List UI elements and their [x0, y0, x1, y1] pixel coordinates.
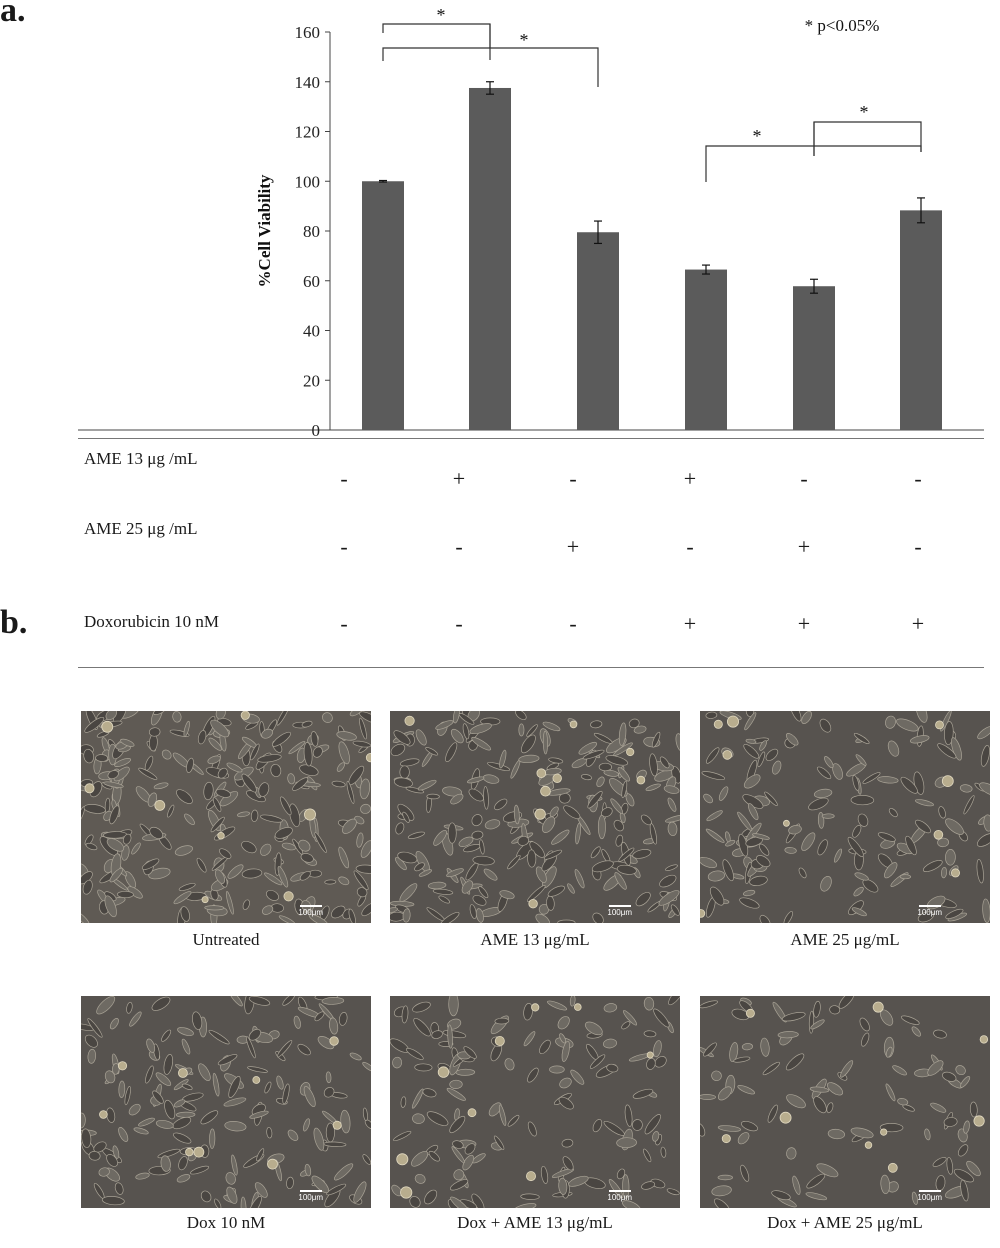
bar — [793, 286, 835, 430]
scale-bar-label: 100μm — [607, 908, 632, 917]
y-axis-label: %Cell Viability — [255, 174, 274, 287]
treatment-absent-mark: - — [455, 534, 463, 559]
y-tick-label: 80 — [303, 222, 320, 241]
y-tick-label: 120 — [295, 123, 321, 142]
micrograph-caption: Dox + AME 25 μg/mL — [767, 1213, 923, 1232]
significance-star: * — [437, 5, 446, 25]
treatment-absent-mark: - — [340, 466, 348, 491]
micrograph-image: 100μm — [700, 711, 990, 923]
bar — [362, 181, 404, 430]
micrograph-caption: Dox 10 nM — [186, 1213, 266, 1232]
bar — [577, 232, 619, 430]
treatment-present-mark: + — [797, 611, 811, 636]
scale-bar-label: 100μm — [917, 908, 942, 917]
significance-bracket — [382, 23, 491, 60]
scale-bar-line — [918, 1190, 941, 1192]
treatment-absent-mark: - — [914, 534, 922, 559]
y-tick-label: 160 — [295, 23, 321, 42]
micrograph-caption: AME 25 μg/mL — [790, 930, 900, 949]
scale-bar-label: 100μm — [298, 1193, 323, 1202]
cell-texture — [81, 711, 371, 923]
significance-star: * — [520, 30, 529, 50]
micrograph-image: 100μm — [700, 996, 990, 1208]
divider-bottom — [78, 667, 984, 668]
treatment-absent-mark: - — [340, 534, 348, 559]
scale-bar-line — [918, 905, 941, 907]
divider-top — [78, 438, 984, 439]
cell-viability-chart: 0 20 40 60 80 100 120 140 160 %Cell Viability * * * *… — [78, 5, 984, 440]
cell-texture — [700, 711, 990, 923]
y-tick-label: 60 — [303, 272, 320, 291]
micrograph-caption: AME 13 μg/mL — [480, 930, 590, 949]
scale-bar-label: 100μm — [607, 1193, 632, 1202]
treatment-absent-mark: - — [686, 534, 694, 559]
y-tick-label: 0 — [312, 421, 321, 440]
bar — [685, 269, 727, 430]
treatment-absent-mark: - — [569, 611, 577, 636]
treatment-present-mark: + — [452, 466, 466, 491]
treatment-present-mark: + — [797, 534, 811, 559]
scale-bar: 100μm — [917, 1190, 942, 1202]
micrograph-image: 100μm — [81, 996, 371, 1208]
panel-label-a: a. — [0, 0, 26, 29]
treatment-present-mark: + — [683, 466, 697, 491]
y-tick-label: 40 — [303, 322, 320, 341]
scale-bar-line — [299, 1190, 322, 1192]
treatment-label: Doxorubicin 10 nM — [84, 612, 220, 631]
significance-note: * p<0.05% — [805, 16, 880, 35]
cell-texture — [700, 996, 990, 1208]
treatment-absent-mark: - — [340, 611, 348, 636]
micrograph-image: 100μm — [390, 996, 680, 1208]
scale-bar-label: 100μm — [298, 908, 323, 917]
y-tick-label: 140 — [295, 73, 321, 92]
significance-star: * — [860, 102, 869, 122]
scale-bar-line — [608, 1190, 631, 1192]
treatment-absent-mark: - — [800, 466, 808, 491]
cell-texture — [390, 711, 680, 923]
micrograph-caption: Dox + AME 13 μg/mL — [457, 1213, 613, 1232]
significance-star: * — [753, 126, 762, 146]
treatment-present-mark: + — [911, 611, 925, 636]
treatment-present-mark: + — [566, 534, 580, 559]
y-tick-label: 20 — [303, 371, 320, 390]
panel-label-b: b. — [0, 604, 28, 641]
treatment-label: AME 13 μg /mL — [84, 449, 198, 468]
treatment-absent-mark: - — [455, 611, 463, 636]
scale-bar: 100μm — [917, 905, 942, 917]
treatment-label: AME 25 μg /mL — [84, 519, 198, 538]
micrograph-image: 100μm — [81, 711, 371, 923]
scale-bar: 100μm — [298, 905, 323, 917]
bar — [469, 87, 511, 430]
treatment-present-mark: + — [683, 611, 697, 636]
significance-bracket — [813, 121, 922, 156]
scale-bar: 100μm — [298, 1190, 323, 1202]
treatment-absent-mark: - — [569, 466, 577, 491]
scale-bar-line — [299, 905, 322, 907]
cell-texture — [81, 996, 371, 1208]
cell-texture — [390, 996, 680, 1208]
micrograph-image: 100μm — [390, 711, 680, 923]
micrograph-caption: Untreated — [192, 930, 260, 949]
treatment-absent-mark: - — [914, 466, 922, 491]
scale-bar: 100μm — [607, 1190, 632, 1202]
bar — [900, 210, 942, 430]
scale-bar-label: 100μm — [917, 1193, 942, 1202]
scale-bar: 100μm — [607, 905, 632, 917]
scale-bar-line — [608, 905, 631, 907]
y-tick-label: 100 — [295, 172, 321, 191]
